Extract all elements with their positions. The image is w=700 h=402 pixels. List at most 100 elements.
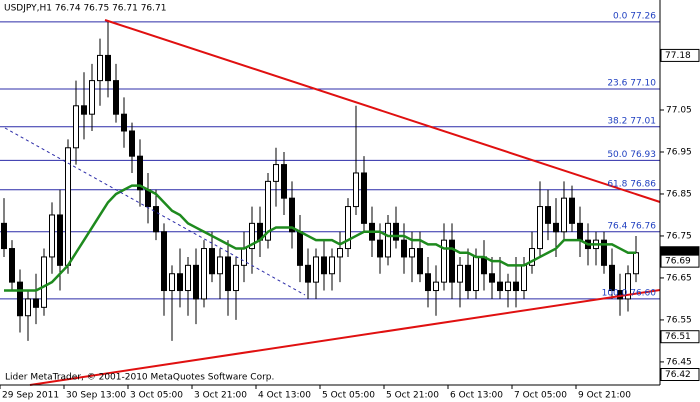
- candle-body: [137, 155, 143, 191]
- support-trendline: [29, 289, 661, 386]
- candle-body: [265, 180, 271, 241]
- y-tick-label: 76.75: [666, 231, 692, 241]
- x-tick-label: 30 Sep 13:00: [66, 391, 126, 401]
- x-tick-label: 7 Oct 05:00: [514, 391, 567, 401]
- moving-average: [4, 184, 636, 292]
- candle-body: [497, 281, 503, 292]
- candle-body: [97, 54, 103, 82]
- fib-label: 0.0 77.26: [613, 11, 656, 21]
- candle-body: [81, 105, 87, 115]
- candle-body: [225, 256, 231, 292]
- y-tick-label: 76.95: [666, 147, 692, 157]
- y-tick-label: 77.05: [666, 106, 692, 116]
- candle-body: [553, 222, 559, 233]
- candle-body: [25, 298, 31, 317]
- candle-body: [129, 130, 135, 157]
- x-tick-label: 3 Oct 21:00: [194, 391, 247, 401]
- candle-body: [441, 239, 447, 283]
- candle-body: [449, 239, 455, 283]
- candle-body: [329, 256, 335, 275]
- candle-body: [561, 197, 567, 233]
- x-tick-label: 4 Oct 13:00: [258, 391, 311, 401]
- candle-body: [433, 281, 439, 292]
- candle-body: [121, 113, 127, 132]
- fib-label: 23.6 77.10: [607, 79, 656, 89]
- candle-body: [377, 239, 383, 258]
- x-tick-label: 6 Oct 13:00: [450, 391, 503, 401]
- candle-body: [489, 273, 495, 283]
- candle-body: [41, 256, 47, 308]
- candle-body: [361, 172, 367, 224]
- price-marker-label: 76.69: [665, 257, 691, 267]
- candle-body: [17, 281, 23, 317]
- candle-body: [337, 248, 343, 258]
- fib-label: 50.0 76.93: [607, 150, 656, 160]
- candle-body: [321, 256, 327, 275]
- price-marker-box: [660, 48, 700, 62]
- candle-body: [273, 164, 279, 182]
- price-marker-box: [660, 254, 700, 268]
- candle-body: [545, 206, 551, 224]
- candle-body: [305, 264, 311, 283]
- candle-body: [393, 222, 399, 241]
- candle-body: [425, 273, 431, 292]
- candle-body: [57, 214, 63, 266]
- price-marker-box: [660, 330, 700, 344]
- candle-body: [169, 273, 175, 292]
- candle-body: [9, 248, 15, 283]
- candle-body: [193, 264, 199, 300]
- candle-body: [505, 281, 511, 292]
- candle-body: [625, 273, 631, 300]
- fib-label: 61.8 76.86: [607, 179, 656, 189]
- candle-body: [401, 239, 407, 258]
- candle-body: [33, 298, 39, 308]
- x-tick-label: 9 Oct 21:00: [578, 391, 631, 401]
- fib-label: 76.4 76.76: [607, 221, 656, 231]
- candle-body: [353, 172, 359, 208]
- chart-title: USDJPY,H1 76.74 76.75 76.71 76.71: [4, 4, 166, 14]
- candle-body: [49, 214, 55, 258]
- candle-body: [609, 264, 615, 292]
- y-tick-label: 76.55: [666, 315, 692, 325]
- candle-body: [577, 222, 583, 241]
- candle-body: [185, 264, 191, 292]
- price-marker-label: 76.42: [665, 370, 691, 380]
- candle-body: [105, 54, 111, 82]
- candle-body: [161, 231, 167, 292]
- candle-body: [209, 248, 215, 275]
- fib-label: 100.0 76.60: [602, 288, 657, 298]
- candle-body: [481, 256, 487, 275]
- price-marker-label: 77.18: [665, 51, 691, 61]
- y-tick-label: 76.65: [666, 273, 692, 283]
- candle-body: [345, 206, 351, 250]
- candle-body: [417, 248, 423, 275]
- candle-body: [313, 256, 319, 283]
- x-tick-label: 5 Oct 21:00: [386, 391, 439, 401]
- candle-body: [457, 264, 463, 283]
- candle-body: [145, 189, 151, 208]
- price-marker-label: 76.51: [665, 332, 691, 342]
- fib-label: 38.2 77.01: [607, 116, 656, 126]
- candle-body: [513, 281, 519, 292]
- candle-body: [297, 231, 303, 266]
- candle-body: [385, 222, 391, 258]
- candle-body: [217, 256, 223, 275]
- price-marker-box: [660, 368, 700, 382]
- candle-body: [537, 206, 543, 250]
- candle-body: [89, 80, 95, 115]
- candle-body: [249, 222, 255, 250]
- y-tick-label: 76.85: [666, 189, 692, 199]
- candle-body: [65, 147, 71, 266]
- candle-body: [241, 248, 247, 266]
- candle-body: [601, 239, 607, 266]
- candle-body: [465, 264, 471, 292]
- y-tick-label: 76.45: [666, 357, 692, 367]
- candle-body: [289, 197, 295, 233]
- candle-body: [113, 80, 119, 115]
- candle-body: [73, 105, 79, 149]
- candle-body: [521, 264, 527, 292]
- candle-body: [281, 164, 287, 199]
- candle-body: [569, 197, 575, 224]
- candle-body: [529, 248, 535, 266]
